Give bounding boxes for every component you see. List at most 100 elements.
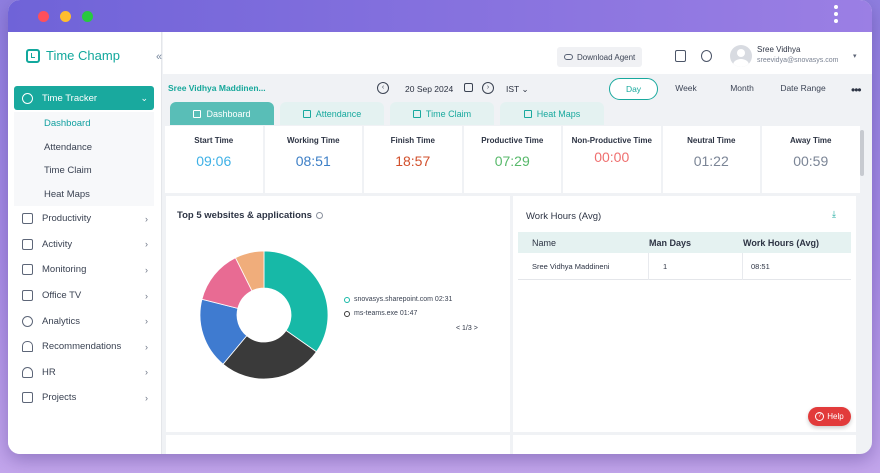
bell-icon bbox=[22, 341, 33, 353]
sidebar-item-productivity[interactable]: Productivity › bbox=[14, 206, 154, 232]
sidebar-item-label: Monitoring bbox=[42, 264, 87, 276]
tab-heat-maps[interactable]: Heat Maps bbox=[500, 102, 604, 125]
table-cell: 08:51 bbox=[751, 261, 770, 271]
work-hours-title: Work Hours (Avg) bbox=[526, 211, 602, 222]
info-icon[interactable] bbox=[315, 211, 323, 219]
sidebar-subitem-attendance[interactable]: Attendance bbox=[14, 135, 154, 159]
sidebar-item-hr[interactable]: HR › bbox=[14, 360, 154, 386]
column-header: Man Days bbox=[649, 237, 692, 248]
column-header: Work Hours (Avg) bbox=[743, 237, 820, 248]
sidebar-nav: Time Tracker ⌄ Dashboard Attendance Time… bbox=[14, 86, 154, 411]
tab-time-claim[interactable]: Time Claim bbox=[390, 102, 494, 125]
sidebar-item-recommendations[interactable]: Recommendations › bbox=[14, 334, 154, 360]
legend-item[interactable]: ms-teams.exe 01:47 bbox=[344, 310, 417, 317]
filter-bar: Sree Vidhya Maddinen... ‹ 20 Sep 2024 › … bbox=[163, 74, 872, 102]
donut-slice-1[interactable] bbox=[222, 329, 317, 380]
legend-label: ms-teams.exe 01:47 bbox=[354, 310, 418, 317]
stat-value: 08:51 bbox=[295, 153, 331, 169]
download-agent-button[interactable]: Download Agent bbox=[557, 47, 643, 67]
user-menu-caret-icon[interactable]: ▾ bbox=[853, 53, 857, 60]
time-stats: Start Time 09:06 Working Time 08:51 Finish… bbox=[165, 126, 860, 193]
stat-label: Productive Time bbox=[481, 136, 544, 145]
gear-icon[interactable] bbox=[701, 50, 712, 62]
maximize-window-button[interactable] bbox=[82, 11, 93, 22]
sidebar-subitem-heat-maps[interactable]: Heat Maps bbox=[14, 182, 154, 206]
period-month-button[interactable]: Month bbox=[730, 83, 754, 93]
document-icon[interactable] bbox=[675, 50, 686, 62]
sidebar-item-label: Office TV bbox=[42, 290, 82, 302]
donut-slice-0[interactable] bbox=[263, 250, 329, 353]
help-button[interactable]: ? Help bbox=[808, 407, 851, 426]
column-header: Name bbox=[532, 237, 557, 248]
period-day-button[interactable]: Day bbox=[609, 78, 658, 100]
avatar[interactable] bbox=[730, 45, 752, 67]
timezone-select[interactable]: IST ⌄ bbox=[506, 84, 529, 94]
close-window-button[interactable] bbox=[38, 11, 49, 22]
download-icon[interactable]: ⤓ bbox=[832, 209, 836, 219]
selected-date[interactable]: 20 Sep 2024 bbox=[405, 84, 454, 94]
minimize-window-button[interactable] bbox=[60, 11, 71, 22]
period-switcher: Day Week Month Date Range bbox=[609, 78, 836, 100]
chevron-right-icon: › bbox=[145, 239, 148, 250]
sidebar-item-label: Activity bbox=[42, 238, 73, 250]
donut-chart bbox=[199, 250, 329, 380]
chevron-right-icon: › bbox=[145, 264, 148, 275]
stat-value: 09:06 bbox=[196, 153, 232, 169]
user-name: Sree Vidhya bbox=[757, 45, 801, 54]
app-name: Time Champ bbox=[46, 48, 120, 63]
previous-date-icon[interactable]: ‹ bbox=[377, 82, 389, 94]
sidebar-item-label: Projects bbox=[42, 392, 77, 404]
chevron-right-icon: › bbox=[145, 290, 148, 301]
clock-icon bbox=[22, 92, 33, 104]
stat-neutral-time: Neutral Time 01:22 bbox=[662, 126, 760, 193]
stat-value: 00:00 bbox=[594, 149, 630, 165]
stat-finish-time: Finish Time 18:57 bbox=[364, 126, 462, 193]
download-agent-label: Download Agent bbox=[577, 52, 636, 62]
sidebar-item-time-tracker[interactable]: Time Tracker ⌄ bbox=[14, 86, 154, 110]
tab-label: Dashboard bbox=[206, 108, 251, 119]
table-row: Sree Vidhya Maddineni 1 08:51 bbox=[518, 252, 851, 280]
legend-dot-icon bbox=[344, 310, 350, 317]
table-cell: Sree Vidhya Maddineni bbox=[518, 252, 649, 280]
sidebar-item-monitoring[interactable]: Monitoring › bbox=[14, 257, 154, 283]
donut-slice-4[interactable] bbox=[234, 250, 265, 292]
next-date-icon[interactable]: › bbox=[482, 82, 494, 94]
chevron-down-icon: ⌄ bbox=[140, 92, 148, 103]
stat-label: Non-Productive Time bbox=[571, 136, 652, 145]
collapse-sidebar-icon[interactable]: « bbox=[156, 51, 163, 63]
window-menu-icon[interactable] bbox=[834, 5, 838, 26]
top-sites-title: Top 5 websites & applications bbox=[177, 210, 323, 221]
sidebar: Time Champ « Time Tracker ⌄ Dashboard At… bbox=[8, 32, 162, 454]
sidebar-item-activity[interactable]: Activity › bbox=[14, 232, 154, 258]
chevron-right-icon: › bbox=[145, 392, 148, 403]
top-sites-title-text: Top 5 websites & applications bbox=[177, 210, 312, 221]
sidebar-item-analytics[interactable]: Analytics › bbox=[14, 308, 154, 334]
calendar-icon[interactable] bbox=[464, 83, 473, 92]
stat-non-productive-time: Non-Productive Time 00:00 bbox=[563, 126, 661, 193]
lower-panel-left bbox=[166, 435, 510, 454]
table-header: Name Man Days Work Hours (Avg) bbox=[518, 232, 851, 253]
employee-selector[interactable]: Sree Vidhya Maddinen... bbox=[168, 83, 266, 93]
grid-icon bbox=[193, 109, 202, 118]
period-date-range-button[interactable]: Date Range bbox=[780, 83, 826, 93]
sidebar-subitem-time-claim[interactable]: Time Claim bbox=[14, 159, 154, 183]
app-logo[interactable]: Time Champ bbox=[26, 48, 120, 63]
sidebar-item-label: Recommendations bbox=[42, 341, 122, 353]
legend-item[interactable]: snovasys.sharepoint.com 02:31 bbox=[344, 296, 452, 303]
more-options-icon[interactable]: ••• bbox=[851, 83, 862, 97]
legend-pager[interactable]: < 1/3 > bbox=[456, 325, 478, 332]
stat-value: 00:59 bbox=[793, 153, 829, 169]
sidebar-item-projects[interactable]: Projects › bbox=[14, 385, 154, 411]
top-bar: Download Agent Sree Vidhya sreevidya@sno… bbox=[163, 32, 872, 74]
tab-label: Time Claim bbox=[425, 108, 472, 119]
stat-value: 07:29 bbox=[494, 153, 530, 169]
timezone-value: IST bbox=[506, 84, 520, 94]
tab-attendance[interactable]: Attendance bbox=[280, 102, 384, 125]
sidebar-item-office-tv[interactable]: Office TV › bbox=[14, 283, 154, 309]
stat-start-time: Start Time 09:06 bbox=[165, 126, 263, 193]
period-week-button[interactable]: Week bbox=[675, 83, 697, 93]
tab-dashboard[interactable]: Dashboard bbox=[170, 102, 274, 125]
briefcase-icon bbox=[22, 392, 33, 404]
scrollbar[interactable] bbox=[860, 130, 864, 176]
sidebar-subitem-dashboard[interactable]: Dashboard bbox=[14, 112, 154, 136]
